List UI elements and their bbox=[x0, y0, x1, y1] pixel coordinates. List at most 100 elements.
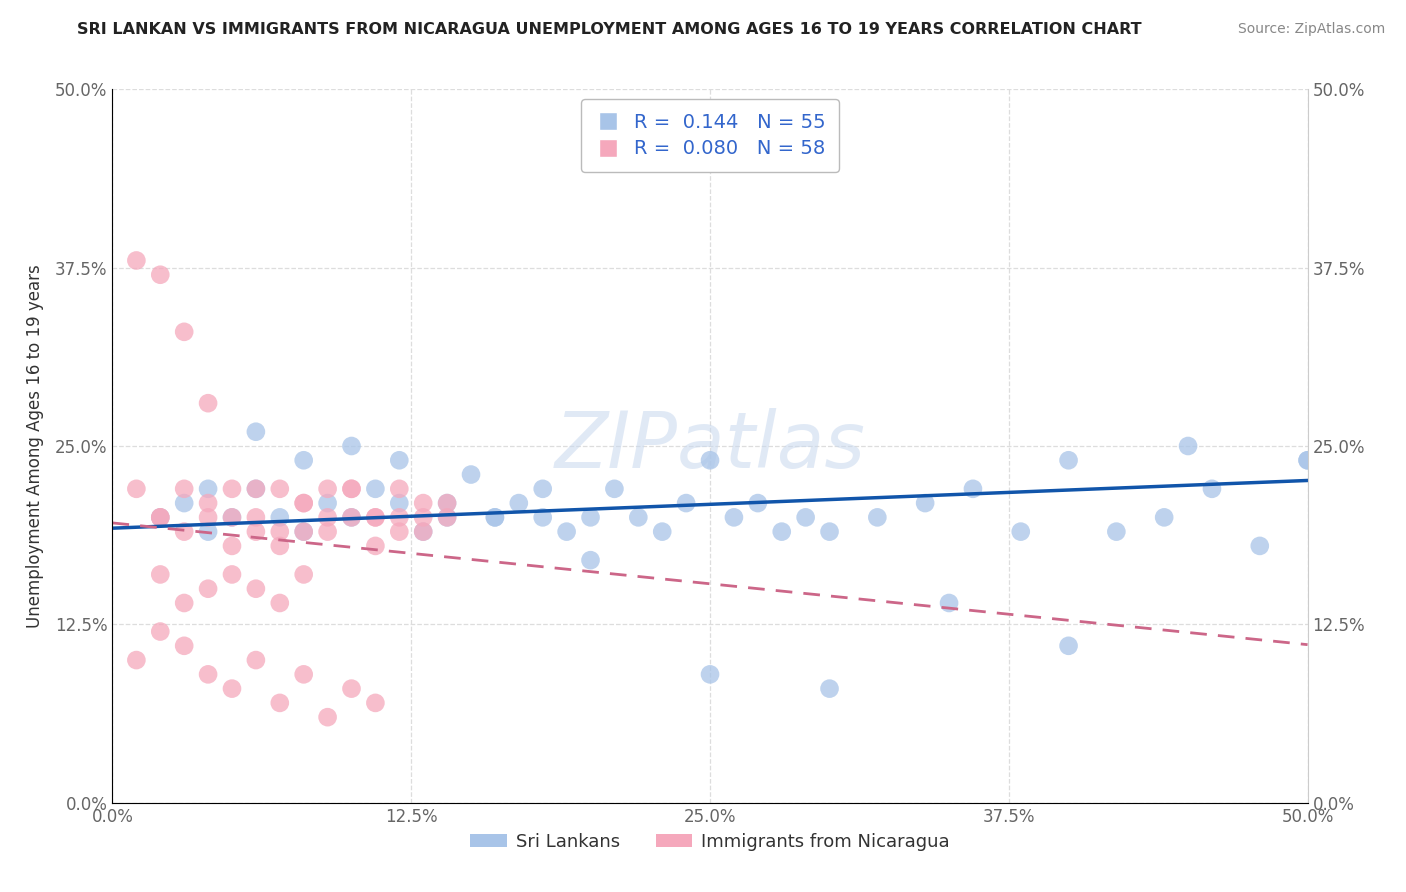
Point bbox=[364, 539, 387, 553]
Point bbox=[292, 667, 315, 681]
Point bbox=[292, 524, 315, 539]
Point bbox=[245, 510, 267, 524]
Point bbox=[388, 510, 411, 524]
Point bbox=[579, 510, 602, 524]
Point bbox=[1057, 639, 1080, 653]
Point bbox=[1105, 524, 1128, 539]
Point bbox=[627, 510, 650, 524]
Point bbox=[1177, 439, 1199, 453]
Point bbox=[197, 482, 219, 496]
Point bbox=[1296, 453, 1319, 467]
Point bbox=[221, 510, 243, 524]
Point bbox=[340, 439, 363, 453]
Point bbox=[125, 253, 148, 268]
Point bbox=[316, 496, 339, 510]
Point bbox=[1249, 539, 1271, 553]
Point bbox=[269, 596, 291, 610]
Point bbox=[531, 482, 554, 496]
Point bbox=[221, 681, 243, 696]
Point bbox=[675, 496, 697, 510]
Point bbox=[364, 510, 387, 524]
Point bbox=[1201, 482, 1223, 496]
Point bbox=[316, 482, 339, 496]
Point bbox=[555, 524, 578, 539]
Point bbox=[149, 510, 172, 524]
Point bbox=[388, 453, 411, 467]
Point bbox=[436, 496, 458, 510]
Point bbox=[388, 524, 411, 539]
Point bbox=[938, 596, 960, 610]
Point bbox=[292, 567, 315, 582]
Point bbox=[699, 453, 721, 467]
Point bbox=[197, 524, 219, 539]
Point bbox=[197, 510, 219, 524]
Point bbox=[245, 582, 267, 596]
Point bbox=[292, 524, 315, 539]
Point bbox=[269, 696, 291, 710]
Point bbox=[221, 482, 243, 496]
Point bbox=[245, 653, 267, 667]
Point bbox=[125, 482, 148, 496]
Point bbox=[292, 496, 315, 510]
Point bbox=[747, 496, 769, 510]
Point bbox=[412, 496, 434, 510]
Point bbox=[484, 510, 506, 524]
Point bbox=[603, 482, 626, 496]
Point bbox=[340, 681, 363, 696]
Text: SRI LANKAN VS IMMIGRANTS FROM NICARAGUA UNEMPLOYMENT AMONG AGES 16 TO 19 YEARS C: SRI LANKAN VS IMMIGRANTS FROM NICARAGUA … bbox=[77, 22, 1142, 37]
Point bbox=[173, 496, 195, 510]
Point bbox=[818, 681, 841, 696]
Point bbox=[292, 453, 315, 467]
Point bbox=[388, 496, 411, 510]
Point bbox=[245, 425, 267, 439]
Y-axis label: Unemployment Among Ages 16 to 19 years: Unemployment Among Ages 16 to 19 years bbox=[25, 264, 44, 628]
Text: Source: ZipAtlas.com: Source: ZipAtlas.com bbox=[1237, 22, 1385, 37]
Point bbox=[340, 510, 363, 524]
Point bbox=[125, 653, 148, 667]
Point bbox=[197, 667, 219, 681]
Point bbox=[531, 510, 554, 524]
Point bbox=[269, 524, 291, 539]
Point bbox=[269, 482, 291, 496]
Point bbox=[149, 510, 172, 524]
Point bbox=[914, 496, 936, 510]
Point bbox=[1057, 453, 1080, 467]
Point bbox=[651, 524, 673, 539]
Point bbox=[364, 696, 387, 710]
Point bbox=[292, 496, 315, 510]
Point bbox=[818, 524, 841, 539]
Point bbox=[1153, 510, 1175, 524]
Point bbox=[723, 510, 745, 524]
Point bbox=[436, 496, 458, 510]
Point bbox=[149, 510, 172, 524]
Point bbox=[364, 510, 387, 524]
Point bbox=[221, 510, 243, 524]
Point bbox=[269, 539, 291, 553]
Point bbox=[364, 482, 387, 496]
Point bbox=[316, 710, 339, 724]
Point bbox=[508, 496, 530, 510]
Point bbox=[412, 524, 434, 539]
Point bbox=[173, 596, 195, 610]
Point bbox=[1296, 453, 1319, 467]
Point bbox=[699, 667, 721, 681]
Point bbox=[1010, 524, 1032, 539]
Legend: Sri Lankans, Immigrants from Nicaragua: Sri Lankans, Immigrants from Nicaragua bbox=[463, 826, 957, 858]
Point bbox=[866, 510, 889, 524]
Point bbox=[245, 524, 267, 539]
Point bbox=[173, 325, 195, 339]
Point bbox=[221, 567, 243, 582]
Point bbox=[340, 482, 363, 496]
Point bbox=[484, 510, 506, 524]
Point bbox=[197, 396, 219, 410]
Point bbox=[316, 524, 339, 539]
Point bbox=[245, 482, 267, 496]
Text: ZIPatlas: ZIPatlas bbox=[554, 408, 866, 484]
Point bbox=[221, 539, 243, 553]
Point bbox=[436, 510, 458, 524]
Point bbox=[316, 510, 339, 524]
Point bbox=[149, 268, 172, 282]
Point bbox=[197, 582, 219, 596]
Point bbox=[269, 510, 291, 524]
Point bbox=[340, 510, 363, 524]
